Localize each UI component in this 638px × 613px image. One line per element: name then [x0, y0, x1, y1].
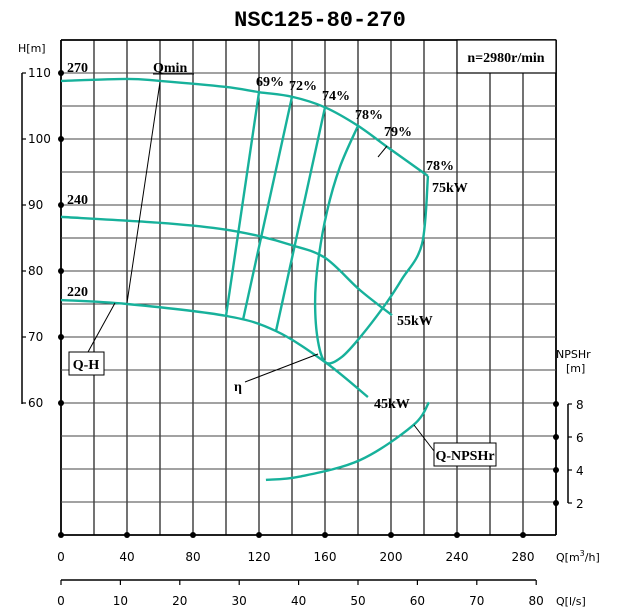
qnpshr-label: Q-NPSHr — [435, 449, 494, 464]
eff-72-label: 72% — [289, 79, 317, 94]
x2-tick-label: 0 — [57, 594, 65, 608]
curves — [60, 77, 430, 482]
npsh-tick-label: 6 — [576, 431, 584, 445]
x-axis-label-m3h: Q[m3/h] — [556, 549, 600, 564]
x-tick-label: 40 — [119, 550, 134, 564]
y-axis-label: H[m] — [18, 42, 46, 55]
impeller-240-label: 240 — [67, 193, 88, 208]
power-45kw-label: 45kW — [374, 397, 410, 412]
y-tick-label: 100 — [28, 132, 51, 146]
y-tick-label: 60 — [28, 396, 43, 410]
y-tick-label: 70 — [28, 330, 43, 344]
x-tick-label: 280 — [512, 550, 535, 564]
power-55kw-label: 55kW — [397, 314, 433, 329]
eff-78b-label: 78% — [426, 159, 454, 174]
power-75kw-label: 75kW — [432, 181, 468, 196]
eff-79-tick — [377, 145, 388, 158]
x2-tick-label: 20 — [172, 594, 187, 608]
y-tick-label: 110 — [28, 66, 51, 80]
npsh-tick-label: 4 — [576, 464, 584, 478]
eta-label: η — [234, 380, 242, 395]
x-tick-label: 240 — [446, 550, 469, 564]
curve-q-npshr — [265, 401, 430, 482]
curve-q-h-270 — [60, 77, 429, 177]
npsh-axis-unit: [m] — [566, 362, 585, 375]
x2-tick-label: 70 — [469, 594, 484, 608]
x-tick-label: 200 — [380, 550, 403, 564]
y-tick-label: 80 — [28, 264, 43, 278]
x2-tick-label: 40 — [291, 594, 306, 608]
x2-tick-label: 30 — [232, 594, 247, 608]
efficiency-line — [224, 91, 261, 317]
impeller-220-label: 220 — [67, 285, 88, 300]
speed-label: n=2980r/min — [467, 51, 544, 66]
impeller-270-label: 270 — [67, 61, 88, 76]
x-tick-label: 120 — [248, 550, 271, 564]
npsh-tick-label: 2 — [576, 497, 584, 511]
eff-69-label: 69% — [256, 75, 284, 90]
efficiency-line — [274, 107, 327, 332]
speed-box — [456, 39, 557, 74]
qh-box — [68, 351, 105, 376]
curve-q-h-240 — [60, 215, 393, 317]
eff-78-label: 78% — [355, 108, 383, 123]
qnpshr-leader — [413, 424, 435, 452]
x2-tick-label: 60 — [410, 594, 425, 608]
efficiency-loop-78 — [313, 125, 430, 365]
x2-tick-label: 50 — [350, 594, 365, 608]
chart-title: NSC125-80-270 — [234, 8, 406, 33]
x-axis-label-ls: Q[l/s] — [556, 595, 586, 608]
qh-leader — [87, 302, 116, 353]
qh-label: Q-H — [73, 358, 100, 373]
y-tick-label: 90 — [28, 198, 43, 212]
x2-tick-label: 80 — [529, 594, 544, 608]
npsh-tick-label: 8 — [576, 398, 584, 412]
x-tick-label: 160 — [314, 550, 337, 564]
x-tick-label: 0 — [57, 550, 65, 564]
npsh-axis-label: NPSHr — [556, 348, 591, 361]
qmin-leader — [126, 81, 161, 304]
x-tick-label: 80 — [185, 550, 200, 564]
curve-q-h-220 — [60, 298, 369, 398]
efficiency-line — [241, 96, 294, 321]
qmin-label: Qmin — [153, 61, 187, 76]
eta-leader — [244, 353, 319, 383]
eff-74-label: 74% — [322, 89, 350, 104]
eff-79-label: 79% — [384, 125, 412, 140]
x2-tick-label: 10 — [113, 594, 128, 608]
qnpshr-box — [433, 442, 497, 467]
